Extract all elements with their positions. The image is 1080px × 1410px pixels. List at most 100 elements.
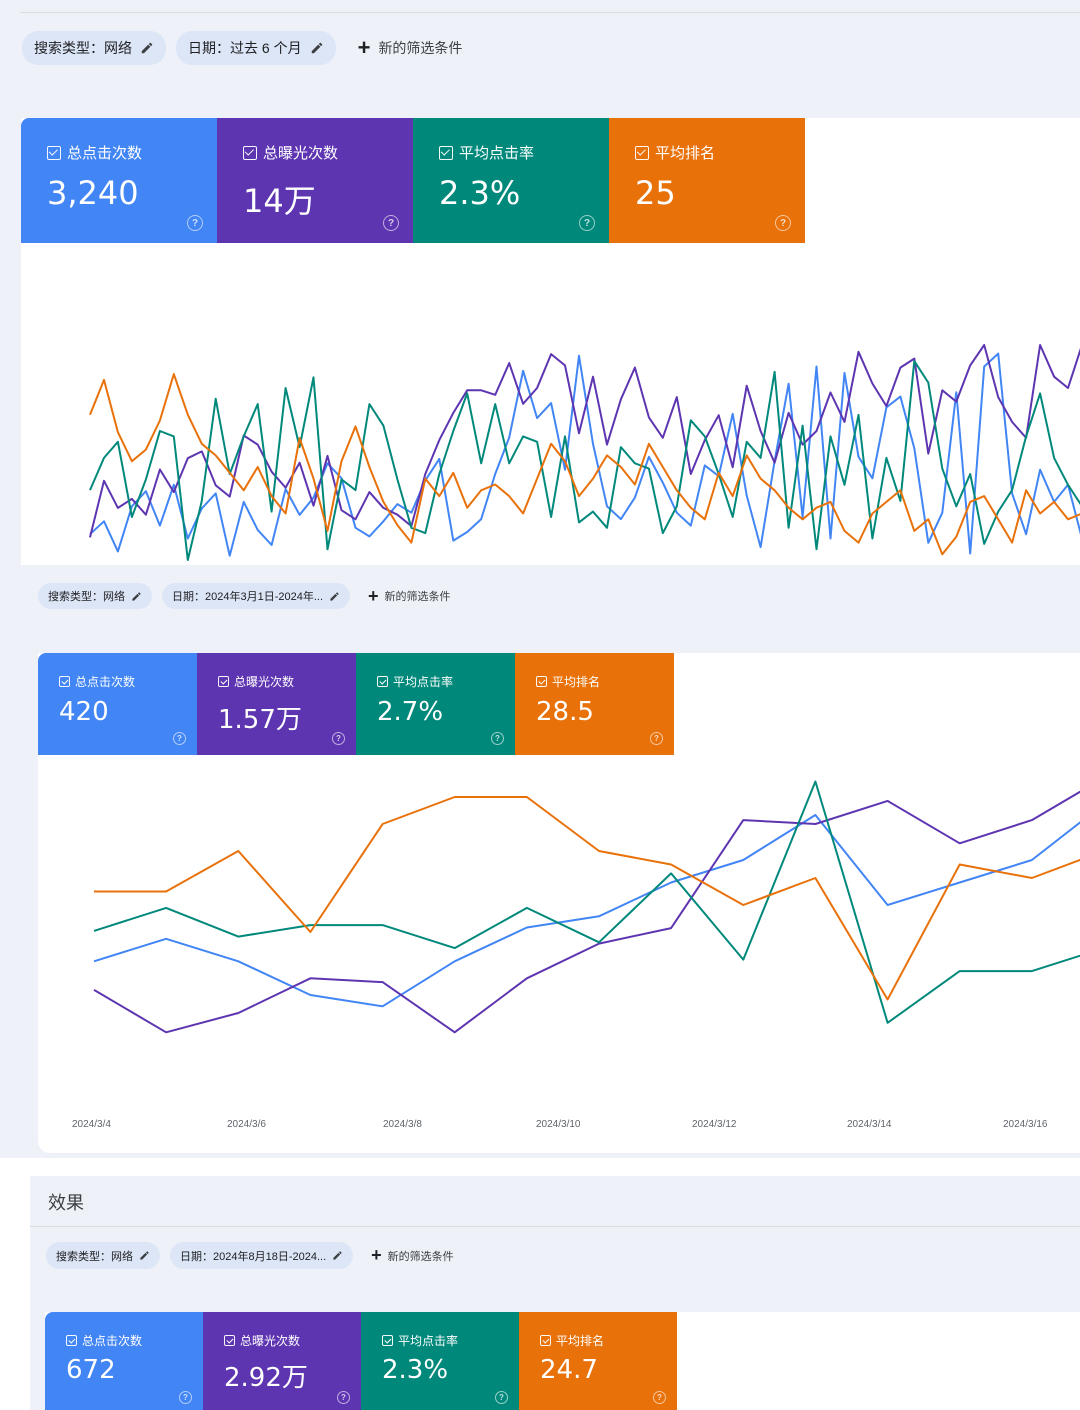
filter-bar: 搜索类型：网络 日期：过去 6 个月 + 新的筛选条件 (22, 31, 462, 65)
x-axis-tick-label: 2024/3/6 (227, 1119, 266, 1130)
checkbox-checked-icon (382, 1335, 393, 1346)
performance-chart-march (93, 780, 1080, 1034)
panel-effects: 效果 搜索类型：网络 日期：2024年8月18日-2024... + 新的筛选条… (30, 1176, 1080, 1410)
date-filter-label: 日期：过去 6 个月 (188, 40, 302, 56)
help-circle-icon[interactable]: ? (650, 732, 663, 745)
metric-card-impressions[interactable]: 总曝光次数 1.57万 ? (197, 653, 356, 755)
add-filter-label: 新的筛选条件 (378, 40, 463, 56)
add-filter-label: 新的筛选条件 (387, 1250, 454, 1263)
date-filter-label: 日期：2024年8月18日-2024... (180, 1250, 327, 1263)
search-type-filter-chip[interactable]: 搜索类型：网络 (22, 31, 166, 65)
metric-card-ctr[interactable]: 平均点击率 2.3% ? (413, 118, 609, 243)
search-type-filter-chip[interactable]: 搜索类型：网络 (38, 583, 152, 609)
metric-value: 420 (59, 697, 109, 727)
x-axis-tick-label: 2024/3/14 (847, 1119, 892, 1130)
metric-value: 24.7 (540, 1355, 598, 1385)
metric-card-ctr[interactable]: 平均点击率 2.3% ? (361, 1312, 519, 1410)
metric-label: 平均点击率 (459, 145, 535, 162)
metric-value: 2.92万 (224, 1363, 308, 1393)
metric-value: 25 (635, 174, 676, 212)
help-circle-icon[interactable]: ? (337, 1391, 350, 1404)
series-line-impressions (93, 790, 1080, 1034)
metric-label: 总曝光次数 (263, 145, 339, 162)
search-type-filter-chip[interactable]: 搜索类型：网络 (46, 1242, 160, 1269)
help-circle-icon[interactable]: ? (775, 215, 791, 231)
checkbox-checked-icon (243, 145, 257, 160)
pencil-icon[interactable] (329, 591, 340, 602)
filter-bar: 搜索类型：网络 日期：2024年3月1日-2024年... + 新的筛选条件 (38, 583, 451, 609)
help-circle-icon[interactable]: ? (173, 732, 186, 745)
help-circle-icon[interactable]: ? (491, 732, 504, 745)
metric-label: 平均排名 (556, 1334, 605, 1348)
metric-card-impressions[interactable]: 总曝光次数 14万 ? (217, 118, 413, 243)
metric-value: 2.3% (382, 1355, 449, 1385)
metric-card-impressions[interactable]: 总曝光次数 2.92万 ? (203, 1312, 361, 1410)
help-circle-icon[interactable]: ? (653, 1391, 666, 1404)
metric-value: 672 (66, 1355, 116, 1385)
metric-label: 平均排名 (655, 145, 716, 162)
checkbox-checked-icon (224, 1335, 235, 1346)
metric-card-clicks[interactable]: 总点击次数 420 ? (38, 653, 197, 755)
metric-card-position[interactable]: 平均排名 28.5 ? (515, 653, 674, 755)
date-filter-chip[interactable]: 日期：过去 6 个月 (176, 31, 336, 65)
pencil-icon[interactable] (131, 591, 142, 602)
metric-label: 总点击次数 (75, 675, 136, 689)
metric-value: 2.3% (439, 174, 521, 212)
metric-label: 总点击次数 (67, 145, 143, 162)
panel-march-2024: 搜索类型：网络 日期：2024年3月1日-2024年... + 新的筛选条件 总… (0, 565, 1080, 1158)
date-filter-chip[interactable]: 日期：2024年8月18日-2024... (170, 1242, 354, 1269)
filter-bar: 搜索类型：网络 日期：2024年8月18日-2024... + 新的筛选条件 (46, 1242, 454, 1269)
metric-value: 3,240 (47, 174, 139, 212)
metric-card-ctr[interactable]: 平均点击率 2.7% ? (356, 653, 515, 755)
add-filter-button[interactable]: + 新的筛选条件 (371, 1245, 454, 1266)
series-line-clicks (93, 814, 1080, 1008)
metric-label: 平均点击率 (398, 1334, 459, 1348)
checkbox-checked-icon (66, 1335, 77, 1346)
date-filter-chip[interactable]: 日期：2024年3月1日-2024年... (162, 583, 351, 609)
metric-label: 平均点击率 (393, 675, 454, 689)
series-line-ctr (93, 780, 1080, 1024)
help-circle-icon[interactable]: ? (383, 215, 399, 231)
metric-card-clicks[interactable]: 总点击次数 672 ? (45, 1312, 203, 1410)
pencil-icon[interactable] (139, 1250, 150, 1261)
x-axis-tick-label: 2024/3/10 (536, 1119, 581, 1130)
help-circle-icon[interactable]: ? (179, 1391, 192, 1404)
section-title: 效果 (48, 1193, 84, 1213)
x-axis-tick-label: 2024/3/4 (72, 1119, 111, 1130)
x-axis-tick-label: 2024/3/12 (692, 1119, 737, 1130)
series-line-impressions (89, 344, 1080, 538)
checkbox-checked-icon (377, 676, 388, 687)
help-circle-icon[interactable]: ? (495, 1391, 508, 1404)
metric-label: 总曝光次数 (240, 1334, 301, 1348)
help-circle-icon[interactable]: ? (579, 215, 595, 231)
divider (30, 1226, 1080, 1227)
checkbox-checked-icon (218, 676, 229, 687)
search-type-filter-label: 搜索类型：网络 (48, 591, 125, 603)
help-circle-icon[interactable]: ? (187, 215, 203, 231)
metric-card-position[interactable]: 平均排名 24.7 ? (519, 1312, 677, 1410)
plus-icon: + (371, 1245, 382, 1265)
pencil-icon[interactable] (310, 41, 324, 55)
add-filter-button[interactable]: + 新的筛选条件 (358, 35, 463, 61)
metric-value: 2.7% (377, 697, 444, 727)
series-line-clicks (89, 352, 1080, 557)
divider (20, 12, 1080, 13)
pencil-icon[interactable] (332, 1250, 343, 1261)
metric-label: 平均排名 (552, 675, 601, 689)
pencil-icon[interactable] (140, 41, 154, 55)
plus-icon: + (368, 585, 379, 606)
series-line-position (94, 796, 1080, 1001)
metric-label: 总曝光次数 (234, 675, 295, 689)
metric-value: 1.57万 (218, 705, 302, 735)
metric-cards: 总点击次数 3,240 ? 总曝光次数 14万 ? 平均点击率 2.3% ? 平… (21, 118, 805, 243)
search-type-filter-label: 搜索类型：网络 (34, 40, 132, 56)
metric-card-position[interactable]: 平均排名 25 ? (609, 118, 805, 243)
search-type-filter-label: 搜索类型：网络 (56, 1250, 133, 1263)
metric-card-clicks[interactable]: 总点击次数 3,240 ? (21, 118, 217, 243)
series-line-ctr (89, 360, 1080, 561)
add-filter-button[interactable]: + 新的筛选条件 (368, 586, 451, 607)
plus-icon: + (357, 35, 371, 60)
x-axis-tick-label: 2024/3/8 (383, 1119, 422, 1130)
add-filter-label: 新的筛选条件 (384, 591, 451, 603)
help-circle-icon[interactable]: ? (332, 732, 345, 745)
